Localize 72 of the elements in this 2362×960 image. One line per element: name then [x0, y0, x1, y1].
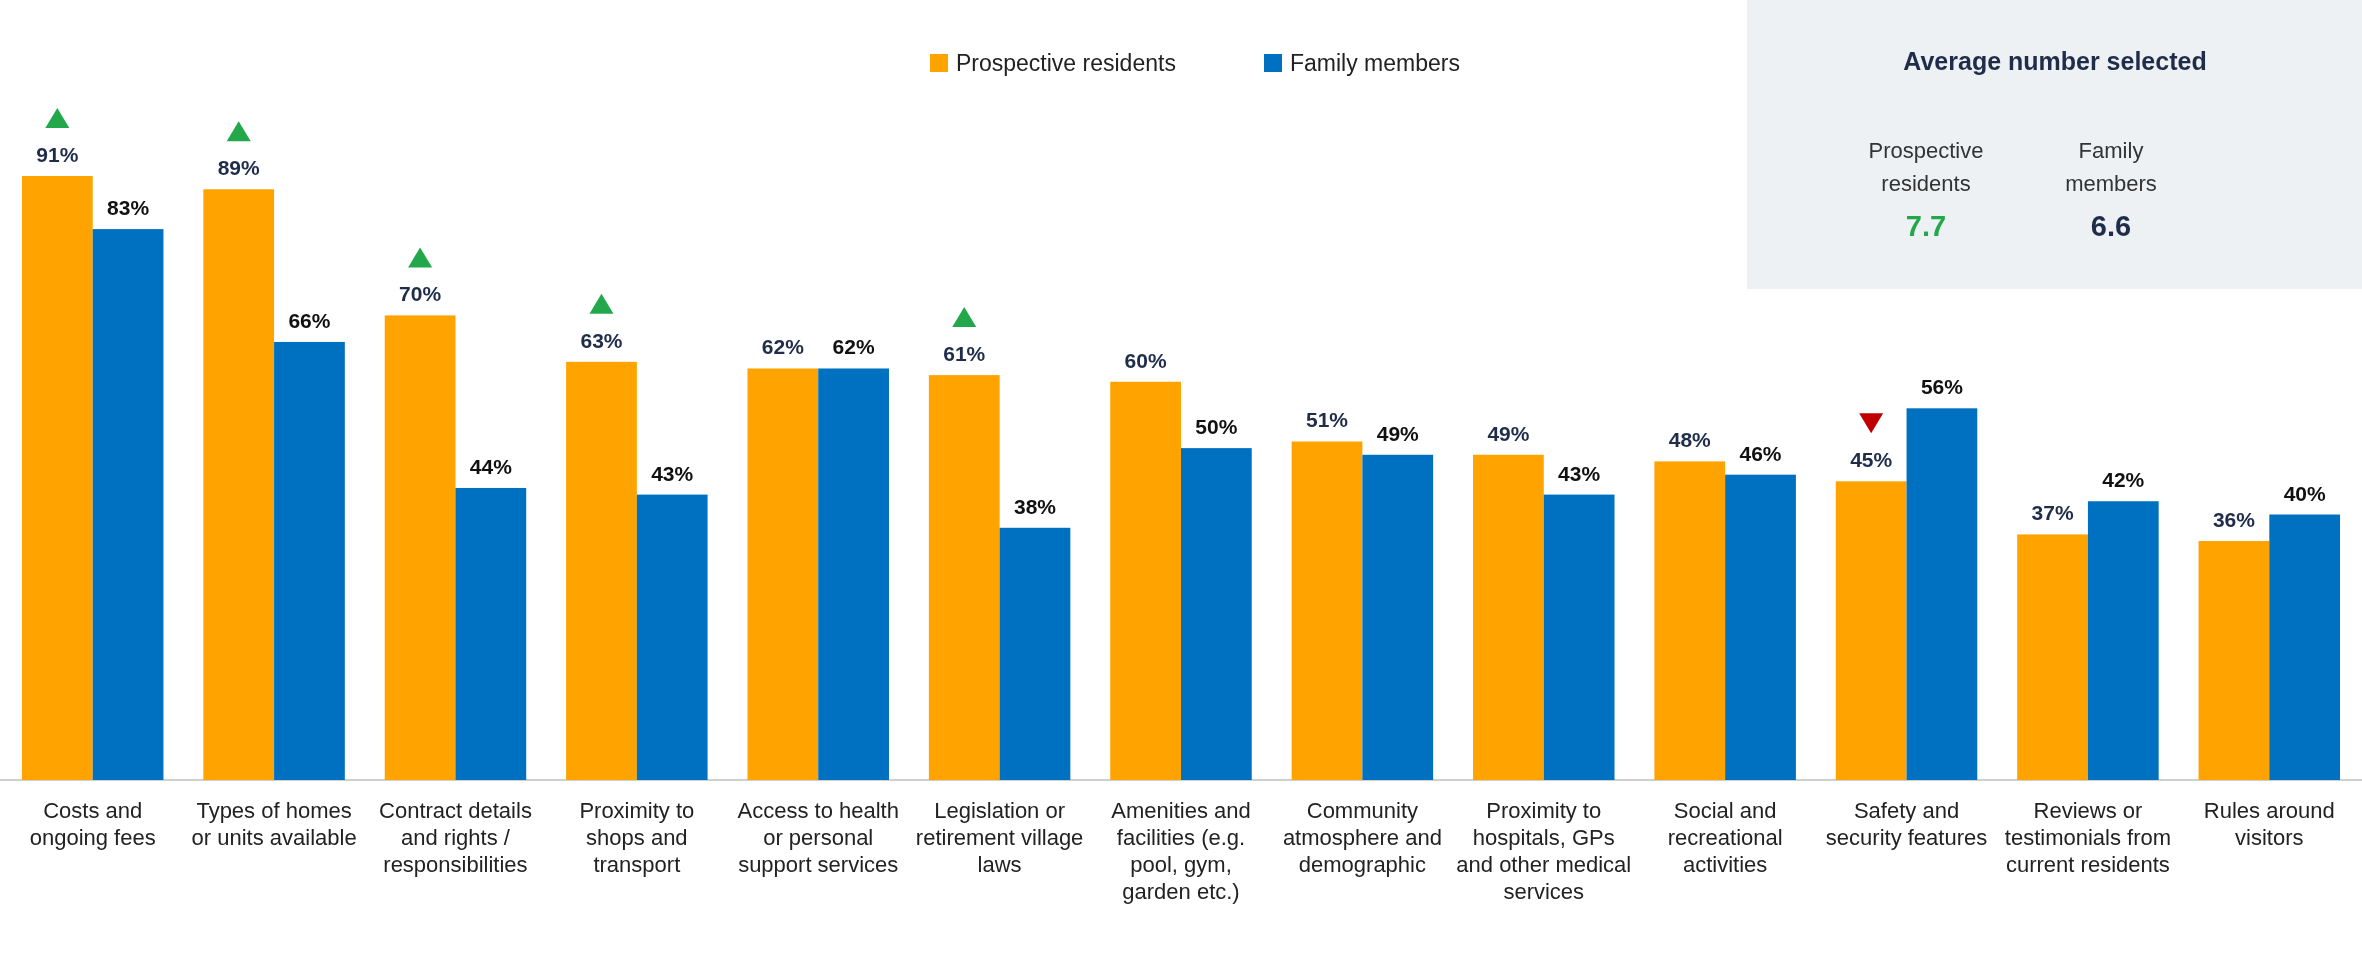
data-label: 42% — [2102, 468, 2145, 492]
data-label: 91% — [36, 143, 79, 166]
bar — [92, 229, 164, 780]
bar — [636, 494, 708, 780]
bar — [21, 176, 93, 780]
data-label: 46% — [1739, 441, 1782, 465]
x-tick-label: Proximity to shops and transport — [579, 798, 695, 877]
x-tick-label: Legislation or retirement village laws — [915, 798, 1084, 877]
data-label: 51% — [1306, 408, 1349, 432]
x-tick-label: Amenities and facilities (e.g. pool, gym, garden etc.) — [1111, 798, 1251, 904]
bar — [2269, 514, 2341, 780]
bar — [1181, 448, 1252, 780]
data-label: 40% — [2283, 481, 2327, 505]
x-tick-label: Safety and security features — [1825, 798, 1988, 850]
data-label: 43% — [651, 461, 694, 485]
data-label: 6.6 — [2090, 210, 2132, 242]
bar — [1654, 461, 1726, 780]
data-label: 49% — [1376, 421, 1420, 445]
data-label: 66% — [288, 308, 331, 332]
bar — [928, 375, 1000, 780]
text: Average number selected — [1903, 47, 2207, 75]
bar — [566, 361, 637, 780]
bar — [2017, 534, 2088, 780]
bar — [1110, 381, 1181, 780]
data-label: 60% — [1124, 348, 1167, 372]
data-label: 45% — [1850, 448, 1893, 472]
bar — [455, 487, 527, 780]
bar — [818, 368, 889, 780]
legend-label: Family members — [1290, 50, 1460, 76]
x-tick-label: Social and recreational activities — [1667, 798, 1783, 877]
bar — [1362, 454, 1434, 780]
bar — [384, 315, 456, 780]
data-label: 63% — [580, 328, 623, 352]
data-label: 62% — [761, 335, 805, 359]
bar — [1835, 481, 1907, 780]
data-label: 50% — [1195, 415, 1238, 439]
data-label: 70% — [399, 282, 442, 306]
data-label: 7.7 — [1905, 210, 1947, 242]
bar — [1725, 474, 1796, 780]
data-label: 37% — [2031, 501, 2074, 525]
data-label: 36% — [2212, 508, 2256, 532]
category-label: Prospective residents — [1868, 138, 1984, 196]
data-label: 83% — [107, 196, 150, 220]
x-tick-label: Proximity to hospitals, GPs and other medical services — [1456, 798, 1632, 904]
x-tick-label: Types of homes or units available — [191, 798, 357, 850]
data-label: 44% — [469, 454, 513, 478]
x-tick-label: Rules around visitors — [2203, 798, 2335, 850]
bar — [1906, 408, 1978, 780]
x-tick-label: Access to health or personal support services — [737, 798, 899, 877]
bar — [2087, 501, 2159, 780]
bar — [203, 189, 275, 780]
data-label: 38% — [1013, 494, 1057, 518]
bar — [1473, 454, 1544, 780]
data-label: 61% — [943, 342, 986, 366]
data-label: 48% — [1668, 428, 1712, 452]
x-tick-label: Costs and ongoing fees — [29, 798, 156, 850]
data-label: 49% — [1487, 421, 1530, 445]
bar — [747, 368, 819, 780]
data-label: 56% — [1920, 375, 1964, 399]
category-label: Family members — [2065, 138, 2157, 196]
x-tick-label: Reviews or testimonials from current residents — [2004, 798, 2172, 877]
x-tick-label: Community atmosphere and demographic — [1282, 798, 1442, 877]
data-label: 89% — [217, 156, 261, 180]
legend-label: Prospective residents — [956, 50, 1176, 76]
bar — [2198, 541, 2270, 780]
data-label: 43% — [1558, 461, 1601, 485]
x-tick-label: Contract details and rights / responsibilities — [379, 798, 532, 877]
bar — [1291, 441, 1363, 780]
bar — [1543, 494, 1615, 780]
bar — [274, 341, 345, 780]
data-label: 62% — [832, 335, 875, 359]
bar — [999, 527, 1071, 780]
